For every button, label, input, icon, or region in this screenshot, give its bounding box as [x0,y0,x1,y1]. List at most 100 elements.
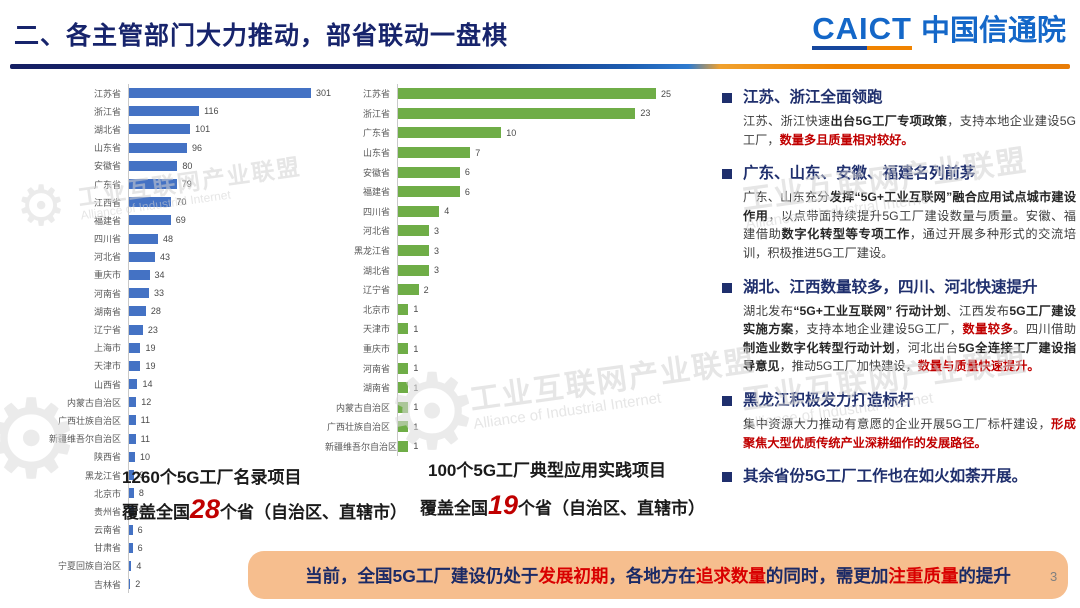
chart-plot-area: 3 [397,240,685,261]
chart-plot-area: 6 [128,520,358,539]
chart-value-label: 23 [147,324,158,335]
chart-plot-area: 8 [128,502,358,521]
chart-bar [129,433,136,444]
text-segment: 的提升 [958,565,1011,586]
chart-category-label: 上海市 [93,343,121,354]
chart-plot-area: 4 [397,201,685,222]
chart-bar [129,579,131,590]
chart-bar [129,379,138,390]
chart-bar [129,288,149,299]
chart-value-label: 34 [154,269,165,280]
chart-row: 河北省 43 [18,247,358,266]
chart-plot-area: 1 [397,319,685,339]
chart-bar [129,124,191,135]
chart-bar [398,323,409,335]
chart-plot-area: 1 [397,417,685,437]
text-segment: 数量与质量快速提升。 [917,359,1040,374]
chart-plot-area: 8 [128,484,358,503]
chart-plot-area: 12 [128,393,358,412]
text-segment: 出台5G工厂专项政策 [830,114,948,129]
chart-bar [398,88,656,100]
bullet-title: 广东、山东、安徽、福建名列前茅 [743,165,976,183]
chart-category-label: 湖北省 [93,124,121,135]
chart-category-label: 山东省 [93,143,121,154]
chart-plot-area: 70 [128,193,358,212]
chart-row: 广西壮族自治区 11 [18,411,358,430]
chart-value-label: 6 [464,167,470,178]
chart-category-label: 河南省 [93,288,121,299]
chart-row: 安徽省 80 [18,156,358,175]
chart-row: 广东省 10 [325,123,685,143]
chart-category-label: 辽宁省 [93,325,121,336]
text-segment: 28 [190,494,221,524]
chart-row: 新疆维吾尔自治区 11 [18,429,358,448]
chart-bar [398,401,409,413]
chart-category-label: 福建省 [362,187,390,198]
chart-bar [129,106,200,117]
chart-value-label: 4 [136,560,142,571]
chart-value-label: 101 [195,124,211,135]
chart-row: 河南省 33 [18,284,358,303]
chart-bar [398,284,419,296]
chart-plot-area: 1 [397,377,685,398]
chart-plot-area: 101 [128,120,358,139]
bullet-guangdong-shandong: 广东、山东、安徽、福建名列前茅 广东、山东充分发挥“5G+工业互联网”融合应用试… [722,164,1076,262]
chart-value-label: 10 [140,451,151,462]
chart-value-label: 48 [163,233,174,244]
chart-category-label: 新疆维吾尔自治区 [48,434,121,445]
text-segment: 注重质量 [888,565,959,586]
chart-row: 广西壮族自治区 1 [325,417,685,437]
chart-value-label: 7 [475,147,481,158]
chart-row: 贵州省 8 [18,502,358,521]
caict-logo-chinese: 中国信通院 [920,15,1066,47]
chart-row: 黑龙江省 9 [18,465,358,485]
summary-panel: 江苏、浙江全面领跑 江苏、浙江快速出台5G工厂专项政策，支持本地企业建设5G工厂… [722,88,1076,502]
chart-bar [129,524,133,535]
header-divider [10,64,1070,69]
chart-bar [129,360,141,371]
chart-row: 上海市 19 [18,338,358,357]
chart-plot-area: 23 [128,320,358,339]
chart-row: 江苏省 301 [18,84,358,103]
text-segment: ，支持本地企业建设5G工厂， [743,114,1077,147]
chart-plot-area: 43 [128,247,358,266]
chart-value-label: 1 [413,441,419,452]
chart-value-label: 6 [464,186,470,197]
chart-value-label: 3 [433,265,439,276]
chart-category-label: 湖北省 [362,265,390,276]
text-segment: 的同时，需更加 [765,565,889,586]
chart-row: 山西省 14 [18,375,358,394]
text-segment: ，通过开展多种形式的交流培训，积极推进5G工厂建设。 [743,227,1077,261]
text-segment: 集中资源大力推动有意愿的企业开展5G工厂标杆建设， [743,417,1052,432]
text-segment: 数量较多 [962,322,1014,337]
chart-value-label: 1 [413,421,419,432]
chart-plot-area: 11 [128,429,358,448]
chart-bar [398,147,471,159]
text-segment: ，以点带面持续提升5G工厂建设数量与质量。安徽、福建借助 [743,208,1076,242]
chart-plot-area: 28 [128,302,358,321]
chart-category-label: 浙江省 [362,108,390,119]
chart-value-label: 2 [423,284,429,295]
chart-plot-area: 116 [128,102,358,121]
chart-plot-area: 79 [128,174,358,194]
text-segment: 制造业数字化转型行动计划 [743,340,896,355]
bullet-other-provinces: 其余省份5G工厂工作也在如火如荼开展。 [722,467,1076,487]
chart-plot-area: 19 [128,338,358,357]
chart-value-label: 11 [140,415,150,426]
chart-category-label: 内蒙古自治区 [66,397,121,408]
chart-row: 浙江省 23 [325,103,685,124]
chart-row: 河南省 1 [325,358,685,378]
text-segment: ，支持本地企业建设5G工厂， [793,322,963,337]
text-segment: 江苏、浙江快速 [743,114,831,129]
chart-row: 云南省 6 [18,520,358,539]
bar-chart-5g-factory-directory: 江苏省 301 浙江省 116 湖北省 101 山东省 96 安徽省 80 广东省 79 江西省 70 福建… [18,84,358,594]
chart-bar [129,179,177,190]
text-segment: 数量多且质量相对较好。 [779,132,914,147]
chart-bar [398,382,409,394]
chart-row: 陕西省 10 [18,447,358,466]
chart-row: 山东省 96 [18,138,358,157]
bullet-body: 集中资源大力推动有意愿的企业开展5G工厂标杆建设，形成聚焦大型优质传统产业深耕细… [743,415,1076,452]
chart-value-label: 79 [181,179,192,190]
chart-value-label: 19 [145,360,156,371]
text-segment: 5G工厂建设实施方案 [743,303,1076,337]
